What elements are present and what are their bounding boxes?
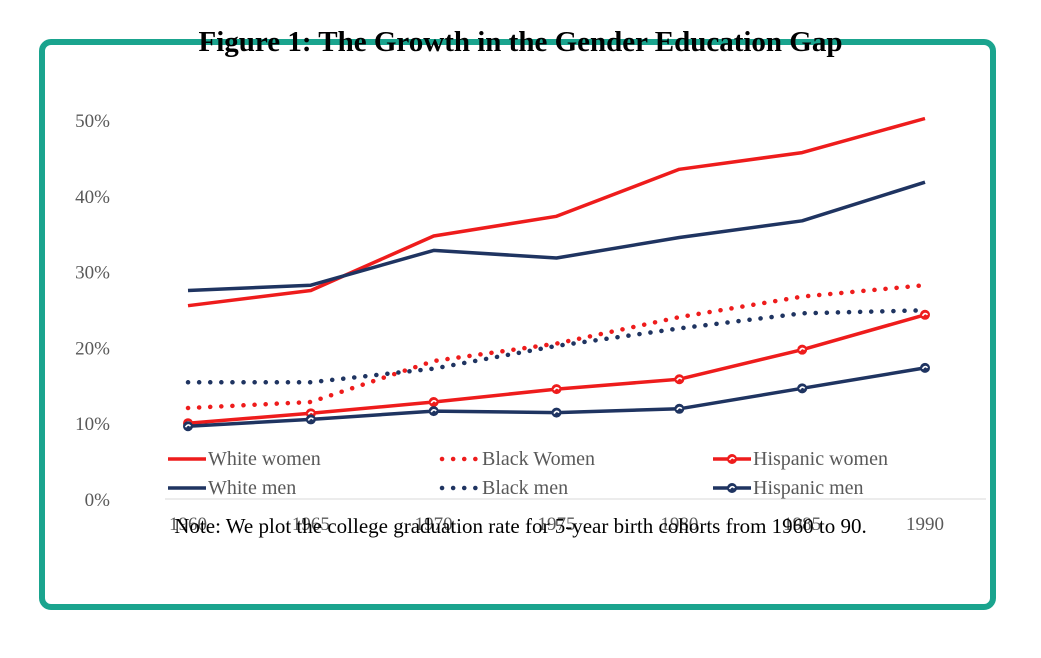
legend-item-hispanic-men: Hispanic men [713, 477, 864, 499]
legend-marker-highlight [728, 456, 736, 461]
data-point-hispanic-men-highlight [798, 386, 806, 390]
legend-item-white-women: White women [168, 448, 321, 470]
legend-marker [727, 483, 737, 493]
y-tick-label: 20% [75, 338, 110, 359]
legend-marker [727, 454, 737, 464]
data-point-hispanic-men-highlight [184, 424, 192, 428]
series-line-white-women [187, 116, 926, 308]
series-hispanic-men [183, 362, 930, 432]
data-point-hispanic-women [920, 309, 930, 320]
series-line-black-women [185, 282, 928, 411]
series-layer [183, 116, 930, 432]
data-point-hispanic-men [920, 362, 930, 373]
legend-label: White women [208, 448, 321, 470]
y-axis-ticks: 0% 10% 20% 30% 40% 50% [75, 111, 110, 511]
legend-label: Black men [482, 477, 568, 499]
series-line-black-men [185, 308, 928, 385]
legend-item-black-men: Black men [439, 477, 568, 499]
legend-item-hispanic-women: Hispanic women [713, 448, 888, 470]
chart-note: Note: We plot the college graduation rat… [174, 514, 867, 538]
x-tick-label: 1965 [292, 514, 330, 535]
legend: White women Black Women Hispanic women Whit… [168, 448, 888, 499]
series-line-hispanic-women [187, 313, 926, 425]
x-tick-label: 1985 [783, 514, 821, 535]
data-point-hispanic-men [183, 421, 193, 432]
data-point-hispanic-women-highlight [307, 411, 314, 415]
y-tick-label: 0% [85, 490, 111, 511]
data-point-hispanic-men [428, 406, 439, 417]
legend-marker-highlight [728, 485, 736, 490]
data-point-hispanic-women [797, 344, 808, 355]
legend-item-black-women: Black Women [439, 448, 595, 470]
data-point-hispanic-women [551, 384, 562, 395]
x-axis-ticks: 1960 1965 1970 1975 1980 1985 1990 [169, 514, 944, 535]
y-tick-label: 40% [75, 187, 110, 208]
data-point-hispanic-men [797, 383, 808, 394]
data-point-hispanic-men-highlight [921, 365, 929, 370]
x-tick-label: 1975 [538, 514, 576, 535]
data-point-hispanic-women-highlight [798, 347, 806, 352]
series-white-men [187, 180, 926, 293]
x-tick-label: 1960 [169, 514, 207, 535]
data-point-hispanic-men [305, 414, 316, 425]
x-tick-label: 1970 [415, 514, 453, 535]
legend-label: Hispanic men [753, 477, 864, 499]
legend-label: White men [208, 477, 296, 499]
figure-frame [39, 39, 996, 610]
series-black-women [185, 282, 928, 411]
legend-item-white-men: White men [168, 477, 296, 499]
data-point-hispanic-women-highlight [553, 387, 560, 391]
data-point-hispanic-men-highlight [553, 410, 560, 415]
data-point-hispanic-men [674, 403, 685, 414]
y-tick-label: 30% [75, 263, 110, 284]
series-black-men [185, 308, 928, 385]
series-line-white-men [187, 180, 926, 293]
chart-title: Figure 1: The Growth in the Gender Educa… [198, 26, 843, 58]
data-point-hispanic-women [674, 374, 685, 385]
y-tick-label: 50% [75, 111, 110, 132]
y-tick-label: 10% [75, 414, 110, 435]
data-point-hispanic-men-highlight [307, 417, 314, 421]
x-tick-label: 1980 [660, 514, 698, 535]
data-point-hispanic-women-highlight [676, 377, 683, 381]
legend-label: Hispanic women [753, 448, 888, 470]
data-point-hispanic-women-highlight [430, 399, 437, 404]
data-point-hispanic-men [551, 407, 562, 418]
x-tick-label: 1990 [906, 514, 944, 535]
data-point-hispanic-men-highlight [676, 406, 683, 411]
data-point-hispanic-women [428, 396, 439, 407]
legend-label: Black Women [482, 448, 595, 470]
data-point-hispanic-women-highlight [921, 312, 929, 317]
series-white-women [187, 116, 926, 308]
data-point-hispanic-men-highlight [430, 409, 437, 413]
